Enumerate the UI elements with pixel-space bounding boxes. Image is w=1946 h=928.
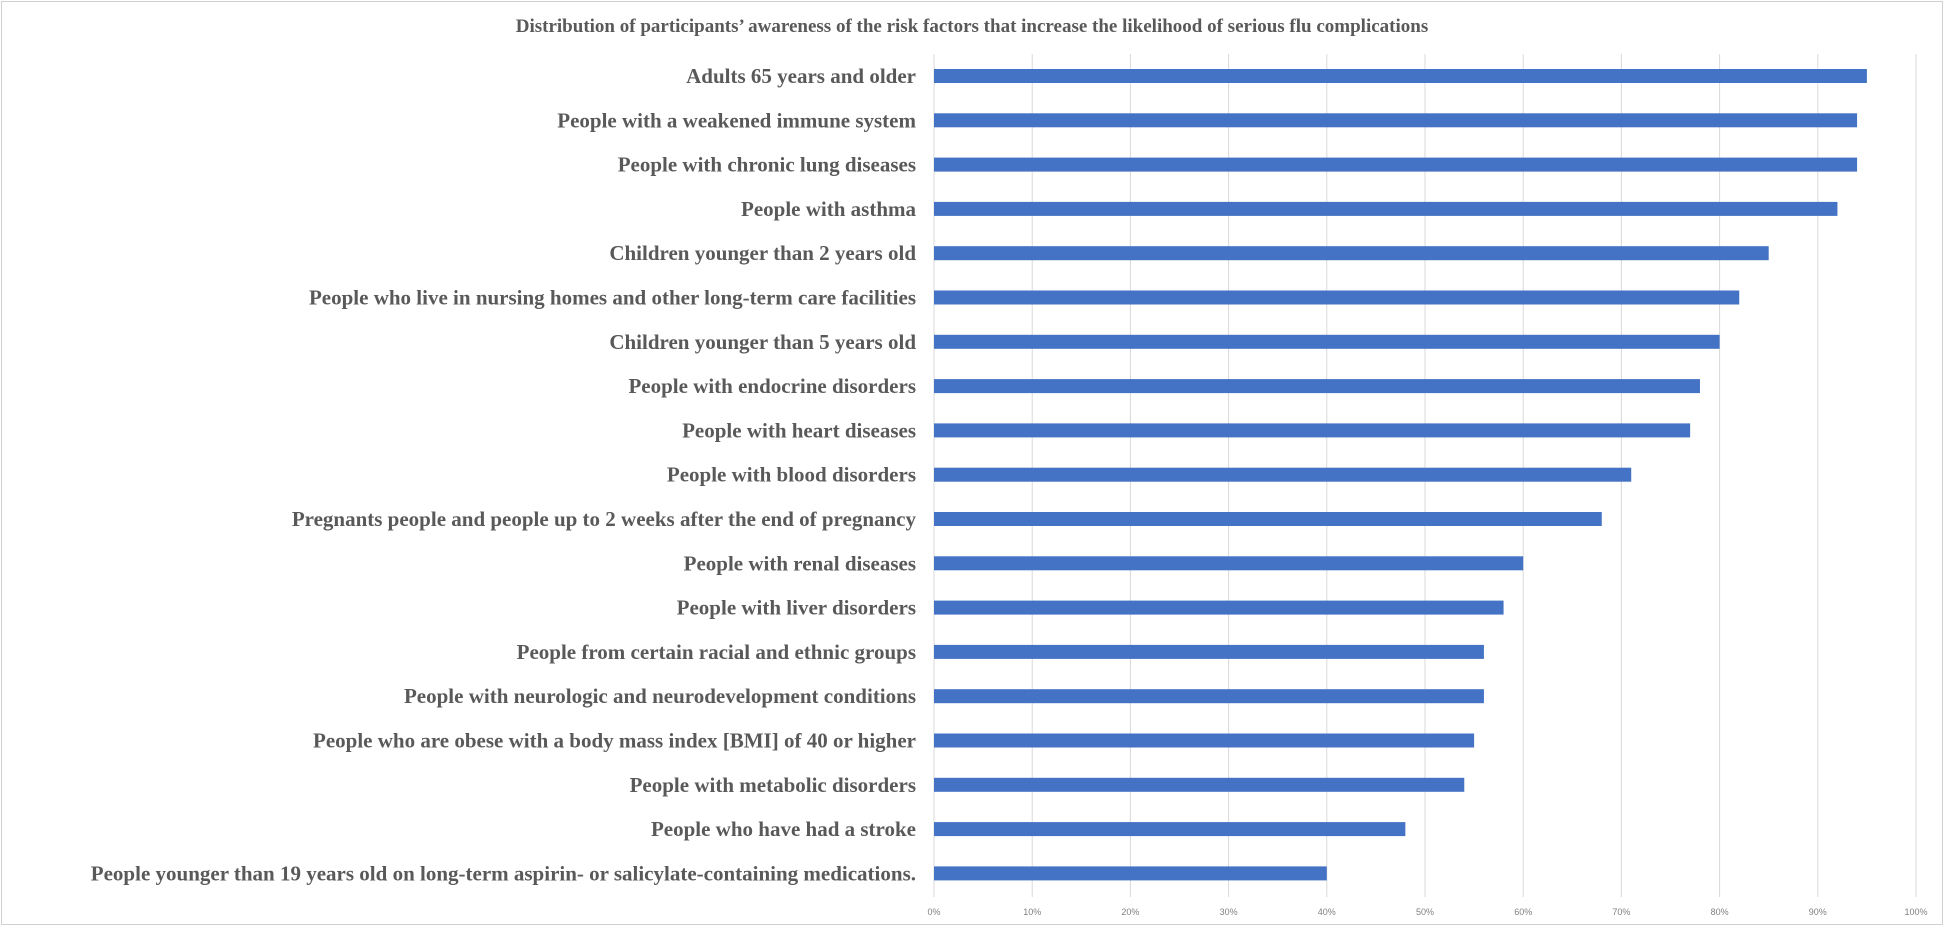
bar	[934, 644, 1484, 659]
category-label: People who live in nursing homes and oth…	[309, 286, 916, 310]
bar	[934, 246, 1769, 261]
bar	[934, 556, 1524, 571]
category-label: People with asthma	[741, 197, 916, 221]
category-label: Adults 65 years and older	[686, 64, 916, 88]
category-label: People with blood disorders	[667, 463, 916, 487]
bar	[934, 689, 1484, 704]
x-tick-label: 0%	[927, 907, 940, 917]
x-tick-label: 20%	[1121, 907, 1139, 917]
category-label: People with chronic lung diseases	[618, 153, 916, 177]
bar	[934, 822, 1406, 837]
category-label: People with metabolic disorders	[630, 773, 916, 797]
bar	[934, 69, 1867, 83]
bar	[934, 113, 1858, 128]
category-label: People from certain racial and ethnic gr…	[517, 640, 916, 664]
x-tick-label: 50%	[1416, 907, 1434, 917]
bar	[934, 777, 1465, 792]
chart-title: Distribution of participants’ awareness …	[516, 16, 1429, 37]
category-label: People with a weakened immune system	[557, 108, 916, 132]
category-label: People who are obese with a body mass in…	[313, 729, 916, 753]
x-tick-label: 70%	[1612, 907, 1630, 917]
x-tick-label: 40%	[1318, 907, 1336, 917]
x-tick-label: 80%	[1711, 907, 1729, 917]
x-tick-label: 30%	[1220, 907, 1238, 917]
x-tick-label: 60%	[1514, 907, 1532, 917]
bar	[934, 423, 1691, 438]
x-tick-label: 100%	[1904, 907, 1927, 917]
category-labels: Adults 65 years and older People with a w…	[91, 64, 917, 885]
category-label: People with endocrine disorders	[628, 374, 916, 398]
bar	[934, 467, 1632, 482]
x-tick-label: 10%	[1023, 907, 1041, 917]
category-label: People who have had a stroke	[651, 817, 916, 841]
category-label: People with heart diseases	[682, 418, 916, 442]
category-label: Pregnants people and people up to 2 week…	[292, 507, 917, 531]
x-tick-label: 90%	[1809, 907, 1827, 917]
bar	[934, 600, 1504, 615]
category-label: People with renal diseases	[684, 551, 916, 575]
bar	[934, 290, 1740, 305]
bar	[934, 512, 1602, 526]
x-tick-labels: 0% 10% 20% 30% 40% 50% 60% 70% 80% 90% 100%	[927, 907, 1927, 917]
bar	[934, 334, 1720, 349]
bars	[934, 69, 1867, 881]
category-label: People with liver disorders	[677, 596, 916, 620]
bar	[934, 866, 1327, 881]
category-label: Children younger than 5 years old	[609, 330, 916, 354]
bar	[934, 201, 1838, 216]
category-label: People younger than 19 years old on long…	[91, 861, 916, 885]
category-label: Children younger than 2 years old	[609, 241, 916, 265]
bar	[934, 379, 1700, 394]
bar	[934, 733, 1475, 748]
category-label: People with neurologic and neurodevelopm…	[404, 684, 916, 708]
bar	[934, 157, 1858, 172]
